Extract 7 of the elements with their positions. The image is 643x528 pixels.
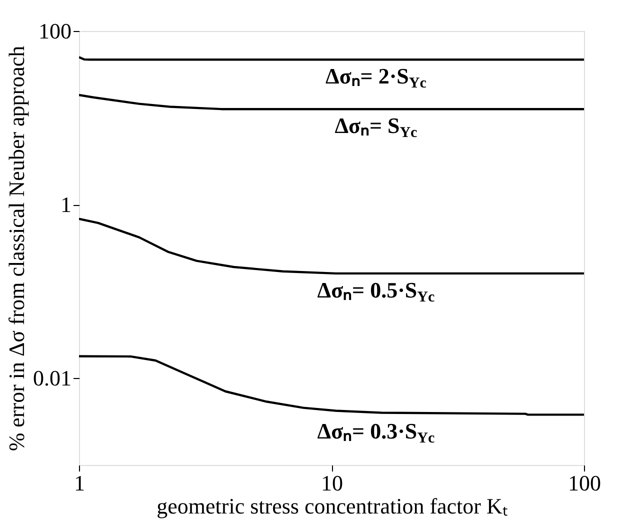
- y-tick-label: 1: [60, 192, 72, 218]
- x-axis-title: geometric stress concentration factor Kₜ: [156, 494, 508, 518]
- x-tick-label: 100: [568, 470, 601, 496]
- x-tick-label: 10: [321, 470, 343, 496]
- y-tick-label: 0.01: [33, 366, 72, 391]
- y-tick-label: 100: [38, 18, 72, 44]
- y-axis-title: % error in Δσ from classical Neuber approach: [4, 46, 29, 452]
